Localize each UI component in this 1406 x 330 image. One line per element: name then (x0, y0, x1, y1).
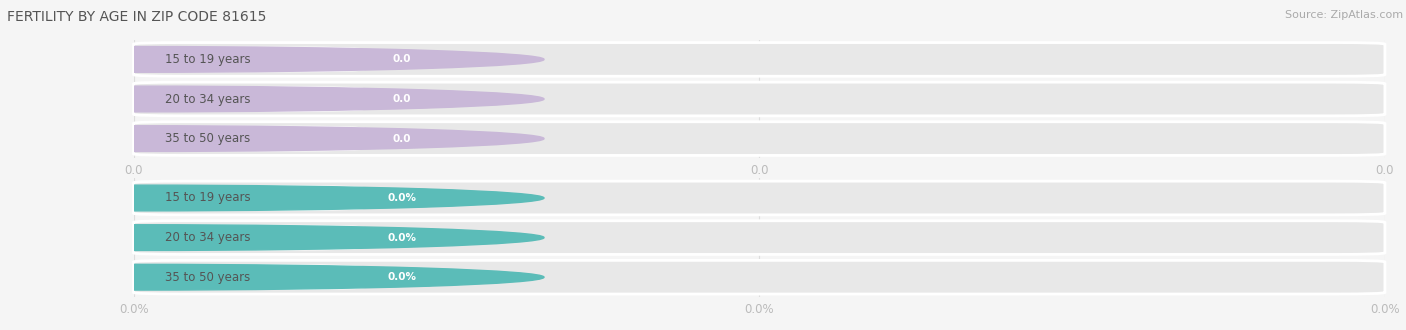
Text: 0.0%: 0.0% (388, 193, 416, 203)
FancyBboxPatch shape (138, 126, 366, 151)
Circle shape (0, 86, 544, 112)
Text: 0.0: 0.0 (392, 134, 411, 144)
FancyBboxPatch shape (134, 181, 1385, 215)
Text: 0.0%: 0.0% (388, 233, 416, 243)
Text: 35 to 50 years: 35 to 50 years (165, 271, 250, 284)
FancyBboxPatch shape (134, 221, 1385, 254)
Circle shape (0, 126, 544, 151)
Text: 35 to 50 years: 35 to 50 years (165, 132, 250, 145)
FancyBboxPatch shape (138, 185, 366, 211)
FancyBboxPatch shape (367, 268, 436, 287)
FancyBboxPatch shape (134, 43, 1385, 76)
Text: 0.0: 0.0 (392, 54, 411, 64)
Text: Source: ZipAtlas.com: Source: ZipAtlas.com (1285, 10, 1403, 20)
FancyBboxPatch shape (138, 264, 366, 290)
FancyBboxPatch shape (367, 50, 436, 69)
FancyBboxPatch shape (367, 188, 436, 208)
Text: 20 to 34 years: 20 to 34 years (165, 231, 250, 244)
FancyBboxPatch shape (138, 225, 366, 250)
FancyBboxPatch shape (367, 228, 436, 247)
Text: 0.0: 0.0 (392, 94, 411, 104)
Text: 15 to 19 years: 15 to 19 years (165, 191, 250, 205)
Text: 0.0%: 0.0% (388, 272, 416, 282)
FancyBboxPatch shape (367, 89, 436, 109)
Circle shape (0, 225, 544, 250)
FancyBboxPatch shape (367, 129, 436, 148)
Text: 15 to 19 years: 15 to 19 years (165, 53, 250, 66)
FancyBboxPatch shape (134, 122, 1385, 155)
FancyBboxPatch shape (138, 86, 366, 112)
FancyBboxPatch shape (134, 260, 1385, 294)
Text: 20 to 34 years: 20 to 34 years (165, 92, 250, 106)
Circle shape (0, 264, 544, 290)
Circle shape (0, 185, 544, 211)
FancyBboxPatch shape (134, 82, 1385, 116)
Text: FERTILITY BY AGE IN ZIP CODE 81615: FERTILITY BY AGE IN ZIP CODE 81615 (7, 10, 266, 24)
Circle shape (0, 47, 544, 72)
FancyBboxPatch shape (138, 47, 366, 72)
